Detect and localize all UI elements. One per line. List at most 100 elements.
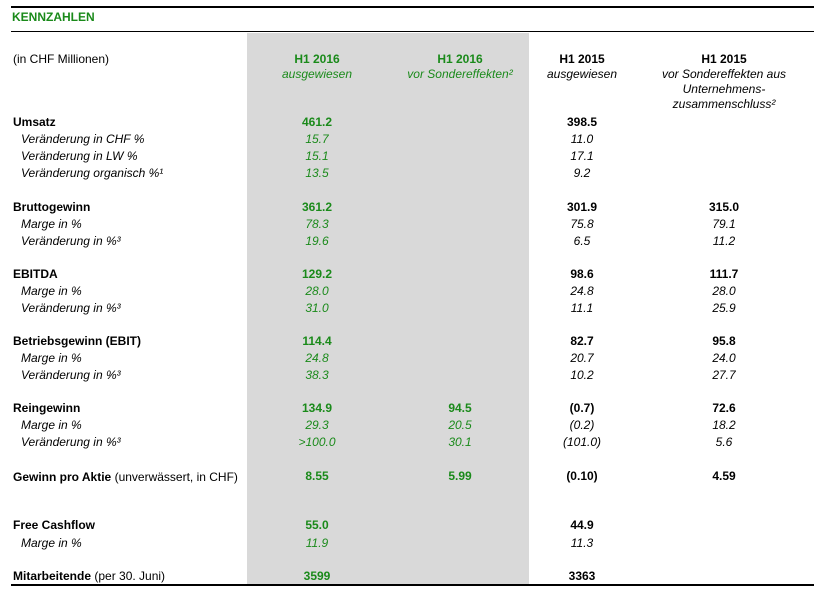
cell-h1-2016-reported: 114.4	[302, 334, 332, 348]
row-label: Veränderung in %³	[21, 435, 121, 449]
table-row-umsatz-chf: Veränderung in CHF % 15.7 11.0	[0, 132, 829, 149]
cell-h1-2015-adjusted: 24.0	[712, 351, 736, 365]
table-row-brutto-veraenderung: Veränderung in %³ 19.6 6.5 11.2	[0, 234, 829, 251]
cell-h1-2015-adjusted: 18.2	[712, 418, 736, 432]
table-row-umsatz: Umsatz 461.2 398.5	[0, 115, 829, 132]
cell-h1-2015-reported: 44.9	[570, 518, 594, 532]
cell-h1-2016-reported: 29.3	[305, 418, 329, 432]
cell-h1-2015-reported: 9.2	[573, 166, 591, 180]
row-label: Mitarbeitende (per 30. Juni)	[13, 569, 165, 583]
cell-h1-2015-adjusted: 5.6	[715, 435, 733, 449]
cell-h1-2015-reported: 75.8	[570, 217, 594, 231]
units-label: (in CHF Millionen)	[13, 52, 110, 66]
cell-h1-2015-reported: 11.0	[570, 132, 594, 146]
table-row-free-cashflow: Free Cashflow 55.0 44.9	[0, 518, 829, 535]
cell-h1-2016-reported: 78.3	[305, 217, 329, 231]
row-label: Veränderung in %³	[21, 368, 121, 382]
table-row-umsatz-organisch: Veränderung organisch %¹ 13.5 9.2	[0, 166, 829, 183]
cell-h1-2016-reported: 31.0	[305, 301, 329, 315]
table-row-ebitda: EBITDA 129.2 98.6 111.7	[0, 267, 829, 284]
column-header-h1-2016-reported: H1 2016 ausgewiesen	[262, 52, 372, 82]
table-row-ebit-marge: Marge in % 24.8 20.7 24.0	[0, 351, 829, 368]
row-label: Marge in %	[21, 351, 82, 365]
row-label: Veränderung in %³	[21, 301, 121, 315]
cell-h1-2016-reported: 11.9	[305, 536, 329, 550]
highlight-column-band	[247, 33, 529, 584]
cell-h1-2015-adjusted: 28.0	[712, 284, 736, 298]
cell-h1-2015-adjusted: 95.8	[712, 334, 736, 348]
cell-h1-2016-reported: 15.1	[305, 149, 329, 163]
bottom-rule	[11, 584, 814, 586]
cell-h1-2016-reported: >100.0	[298, 435, 336, 449]
cell-h1-2015-adjusted: 72.6	[712, 401, 736, 415]
table-row-gewinn-pro-aktie: Gewinn pro Aktie (unverwässert, in CHF) …	[0, 469, 829, 503]
table-row-ebitda-veraenderung: Veränderung in %³ 31.0 11.1 25.9	[0, 301, 829, 318]
table-row-rein-marge: Marge in % 29.3 20.5 (0.2) 18.2	[0, 418, 829, 435]
cell-h1-2015-adjusted: 4.59	[712, 469, 736, 483]
column-header-line4: zusammenschluss²	[672, 97, 776, 111]
top-rule	[11, 6, 814, 8]
cell-h1-2016-reported: 129.2	[301, 267, 333, 281]
row-label: Marge in %	[21, 284, 82, 298]
cell-h1-2015-reported: 82.7	[570, 334, 594, 348]
table-title: KENNZAHLEN	[12, 10, 95, 24]
cell-h1-2016-reported: 15.7	[305, 132, 329, 146]
column-header-line1: H1 2015	[701, 52, 747, 66]
column-header-line2: ausgewiesen	[546, 67, 618, 81]
table-row-brutto-marge: Marge in % 78.3 75.8 79.1	[0, 217, 829, 234]
cell-h1-2015-reported: (101.0)	[562, 435, 602, 449]
row-label-note: (unverwässert, in CHF)	[111, 470, 238, 484]
row-label: Gewinn pro Aktie (unverwässert, in CHF)	[13, 469, 243, 485]
table-row-rein-veraenderung: Veränderung in %³ >100.0 30.1 (101.0) 5.…	[0, 435, 829, 452]
cell-h1-2015-reported: 17.1	[570, 149, 594, 163]
row-label: Free Cashflow	[13, 518, 96, 532]
cell-h1-2015-reported: (0.2)	[569, 418, 595, 432]
cell-h1-2016-reported: 19.6	[305, 234, 329, 248]
column-header-line3: Unternehmens-	[682, 82, 766, 96]
cell-h1-2015-reported: 11.3	[570, 536, 594, 550]
row-label: Umsatz	[13, 115, 56, 129]
row-label: Veränderung in LW %	[21, 149, 138, 163]
table-row-ebitda-marge: Marge in % 28.0 24.8 28.0	[0, 284, 829, 301]
table-row-reingewinn: Reingewinn 134.9 94.5 (0.7) 72.6	[0, 401, 829, 418]
cell-h1-2016-adjusted: 20.5	[448, 418, 472, 432]
row-label: Marge in %	[21, 536, 82, 550]
cell-h1-2016-reported: 13.5	[305, 166, 329, 180]
cell-h1-2015-adjusted: 11.2	[712, 234, 736, 248]
table-row-ebit-veraenderung: Veränderung in %³ 38.3 10.2 27.7	[0, 368, 829, 385]
cell-h1-2015-reported: 20.7	[570, 351, 594, 365]
column-header-h1-2015-adjusted: H1 2015 vor Sondereffekten aus Unternehm…	[639, 52, 809, 112]
cell-h1-2016-reported: 8.55	[305, 469, 329, 483]
cell-h1-2016-reported: 24.8	[305, 351, 329, 365]
cell-h1-2016-adjusted: 30.1	[448, 435, 472, 449]
row-label: Marge in %	[21, 217, 82, 231]
cell-h1-2015-reported: (0.7)	[569, 401, 595, 415]
column-header-h1-2016-adjusted: H1 2016 vor Sondereffekten²	[395, 52, 525, 82]
row-label: EBITDA	[13, 267, 58, 281]
cell-h1-2015-reported: 98.6	[570, 267, 594, 281]
column-header-h1-2015-reported: H1 2015 ausgewiesen	[527, 52, 637, 82]
column-header-line1: H1 2016	[437, 52, 483, 66]
cell-h1-2015-adjusted: 315.0	[708, 200, 740, 214]
column-header-line1: H1 2016	[294, 52, 340, 66]
cell-h1-2015-adjusted: 25.9	[712, 301, 736, 315]
column-header-line2: vor Sondereffekten aus	[661, 67, 787, 81]
cell-h1-2016-reported: 461.2	[301, 115, 333, 129]
cell-h1-2016-adjusted: 94.5	[448, 401, 472, 415]
cell-h1-2015-reported: 3363	[568, 569, 596, 583]
title-rule	[11, 31, 814, 32]
cell-h1-2015-reported: (0.10)	[566, 469, 598, 483]
cell-h1-2015-adjusted: 111.7	[709, 267, 739, 281]
row-label-note: (per 30. Juni)	[91, 569, 166, 583]
table-row-mitarbeitende: Mitarbeitende (per 30. Juni) 3599 3363	[0, 569, 829, 586]
cell-h1-2015-adjusted: 79.1	[712, 217, 736, 231]
row-label: Veränderung in %³	[21, 234, 121, 248]
cell-h1-2016-reported: 134.9	[301, 401, 333, 415]
cell-h1-2015-reported: 301.9	[566, 200, 598, 214]
cell-h1-2016-reported: 3599	[303, 569, 331, 583]
column-header-line2: vor Sondereffekten²	[407, 67, 513, 81]
cell-h1-2015-reported: 10.2	[570, 368, 594, 382]
cell-h1-2016-reported: 38.3	[305, 368, 329, 382]
row-label: Marge in %	[21, 418, 82, 432]
cell-h1-2015-reported: 6.5	[573, 234, 591, 248]
